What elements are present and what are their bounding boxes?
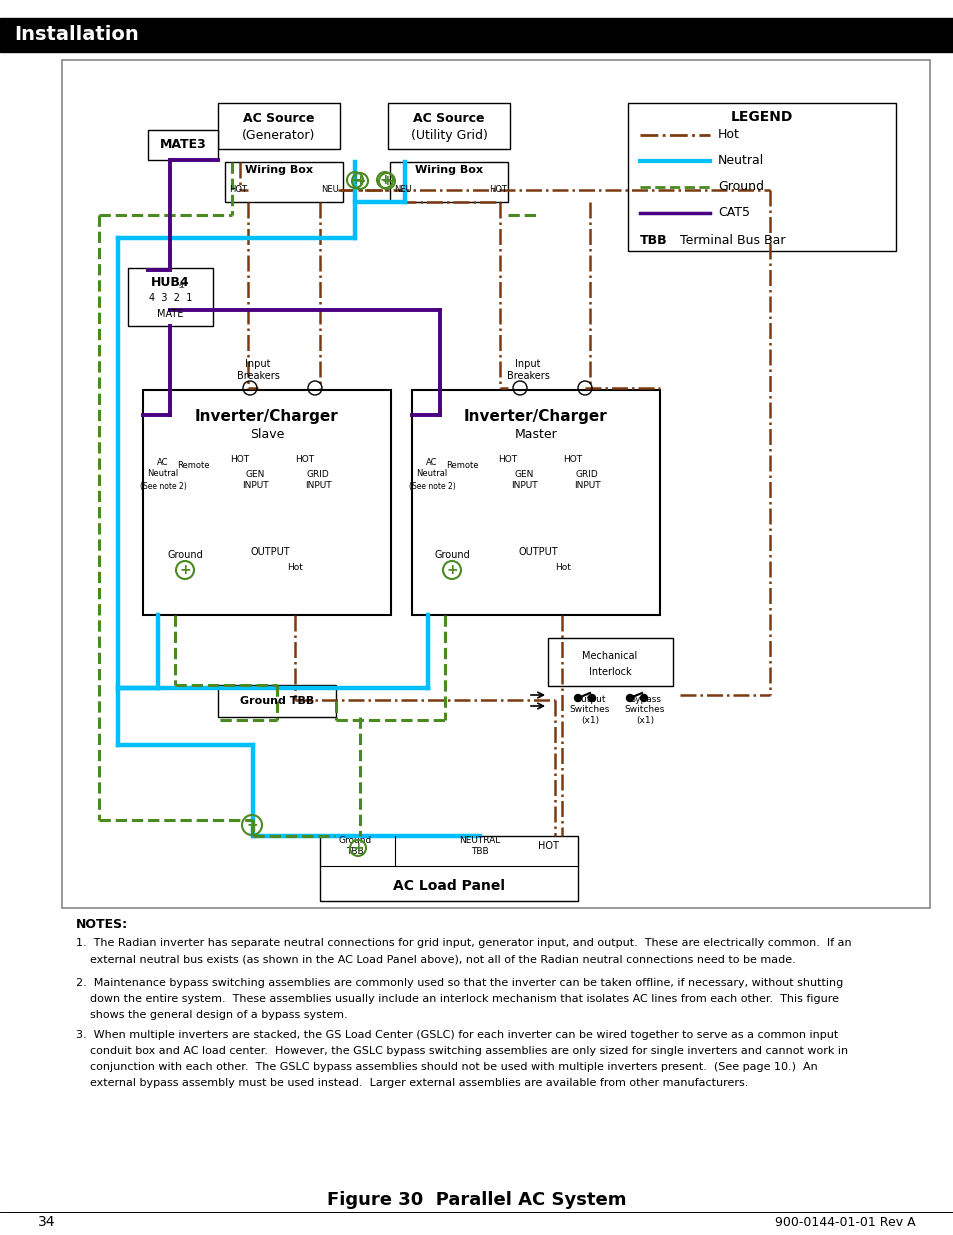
Text: (See note 2): (See note 2) (408, 482, 455, 490)
Bar (62, 61, 929, 908)
Text: LEGEND: LEGEND (730, 110, 792, 124)
Text: NOTES:: NOTES: (76, 918, 128, 931)
Text: OUTPUT: OUTPUT (517, 547, 558, 557)
Text: Bypass
Switches
(x1): Bypass Switches (x1) (624, 695, 664, 725)
Text: Interlock: Interlock (588, 667, 631, 677)
Text: Input
Breakers: Input Breakers (236, 359, 279, 380)
Text: HOT: HOT (537, 841, 558, 851)
Text: 34: 34 (38, 1215, 55, 1229)
Bar (627, 103, 895, 251)
Text: +: + (349, 173, 360, 186)
Text: TBB: TBB (639, 235, 667, 247)
Circle shape (639, 694, 647, 701)
Text: Remote: Remote (445, 462, 477, 471)
Text: external neutral bus exists (as shown in the AC Load Panel above), not all of th: external neutral bus exists (as shown in… (76, 953, 795, 965)
Text: external bypass assembly must be used instead.  Larger external assemblies are a: external bypass assembly must be used in… (76, 1078, 747, 1088)
Text: Neutral: Neutral (718, 154, 763, 168)
Text: GEN
INPUT: GEN INPUT (241, 471, 268, 490)
Text: +: + (354, 174, 365, 188)
Text: OUTPUT: OUTPUT (250, 547, 290, 557)
Text: HOT: HOT (489, 185, 506, 194)
Text: HUB4: HUB4 (151, 275, 190, 289)
Text: HOT: HOT (497, 456, 517, 464)
Text: Hot: Hot (287, 563, 303, 573)
Text: AC Source: AC Source (243, 112, 314, 126)
Bar (218, 685, 335, 718)
Bar (218, 103, 339, 149)
Text: HOT: HOT (231, 456, 250, 464)
Text: Installation: Installation (14, 26, 138, 44)
Text: +: + (179, 563, 191, 577)
Text: Ground: Ground (718, 180, 763, 194)
Text: +: + (381, 174, 393, 188)
Text: GRID
INPUT: GRID INPUT (573, 471, 599, 490)
Bar (412, 390, 659, 615)
Text: NEU: NEU (321, 185, 338, 194)
Text: GEN
INPUT: GEN INPUT (510, 471, 537, 490)
Bar (128, 268, 213, 326)
Text: +: + (246, 818, 257, 832)
Text: +: + (446, 563, 457, 577)
Bar (390, 162, 507, 203)
Text: AC Load Panel: AC Load Panel (393, 879, 504, 893)
Text: +: + (378, 173, 391, 186)
Circle shape (588, 694, 595, 701)
Text: down the entire system.  These assemblies usually include an interlock mechanism: down the entire system. These assemblies… (76, 994, 838, 1004)
Text: shows the general design of a bypass system.: shows the general design of a bypass sys… (76, 1010, 347, 1020)
Text: 4  3  2  1: 4 3 2 1 (149, 293, 192, 303)
Text: (Generator): (Generator) (242, 128, 315, 142)
Bar (225, 162, 343, 203)
Text: Mechanical: Mechanical (581, 651, 637, 661)
Text: Inverter/Charger: Inverter/Charger (195, 409, 338, 424)
Text: Ground: Ground (167, 550, 203, 559)
Text: (See note 2): (See note 2) (139, 482, 186, 490)
Text: AC
Neutral: AC Neutral (416, 458, 447, 478)
Text: CAT5: CAT5 (718, 206, 749, 220)
Text: Wiring Box: Wiring Box (245, 165, 313, 175)
Text: Slave: Slave (250, 429, 284, 441)
Text: Ground: Ground (434, 550, 470, 559)
Bar (547, 638, 672, 685)
Text: Wiring Box: Wiring Box (415, 165, 482, 175)
Text: Figure 30  Parallel AC System: Figure 30 Parallel AC System (327, 1191, 626, 1209)
Text: NEUTRAL
TBB: NEUTRAL TBB (459, 836, 500, 856)
Bar (148, 130, 218, 161)
Text: HOT: HOT (563, 456, 582, 464)
Text: Hot: Hot (718, 128, 740, 142)
Circle shape (574, 694, 581, 701)
Text: Remote: Remote (176, 462, 209, 471)
Text: 900-0144-01-01 Rev A: 900-0144-01-01 Rev A (775, 1215, 915, 1229)
Text: HOT: HOT (229, 185, 247, 194)
Text: 2.  Maintenance bypass switching assemblies are commonly used so that the invert: 2. Maintenance bypass switching assembli… (76, 978, 842, 988)
Text: HOT: HOT (295, 456, 314, 464)
Bar (143, 390, 391, 615)
Bar (388, 103, 510, 149)
Text: conduit box and AC load center.  However, the GSLC bypass switching assemblies a: conduit box and AC load center. However,… (76, 1046, 847, 1056)
Text: Hot: Hot (555, 563, 570, 573)
Text: st: st (178, 283, 185, 289)
Text: (Utility Grid): (Utility Grid) (410, 128, 487, 142)
Text: MATE3: MATE3 (159, 138, 206, 152)
Text: Ground
TBB: Ground TBB (338, 836, 372, 856)
Text: AC
Neutral: AC Neutral (147, 458, 178, 478)
Text: Master: Master (514, 429, 557, 441)
Text: +: + (352, 841, 363, 855)
Text: Input
Breakers: Input Breakers (506, 359, 549, 380)
Text: Output
Switches
(x1): Output Switches (x1) (569, 695, 610, 725)
Text: Terminal Bus Bar: Terminal Bus Bar (679, 235, 784, 247)
Text: Ground TBB: Ground TBB (239, 697, 314, 706)
Bar (319, 836, 578, 902)
Text: GRID
INPUT: GRID INPUT (304, 471, 331, 490)
Text: conjunction with each other.  The GSLC bypass assemblies should not be used with: conjunction with each other. The GSLC by… (76, 1062, 817, 1072)
Text: Inverter/Charger: Inverter/Charger (464, 409, 607, 424)
Text: AC Source: AC Source (413, 112, 484, 126)
Text: 1.  The Radian inverter has separate neutral connections for grid input, generat: 1. The Radian inverter has separate neut… (76, 939, 851, 948)
Text: NEU: NEU (394, 185, 412, 194)
Bar (0, 19, 953, 52)
Circle shape (626, 694, 633, 701)
Text: 3.  When multiple inverters are stacked, the GS Load Center (GSLC) for each inve: 3. When multiple inverters are stacked, … (76, 1030, 838, 1040)
Text: MATE: MATE (157, 309, 184, 319)
